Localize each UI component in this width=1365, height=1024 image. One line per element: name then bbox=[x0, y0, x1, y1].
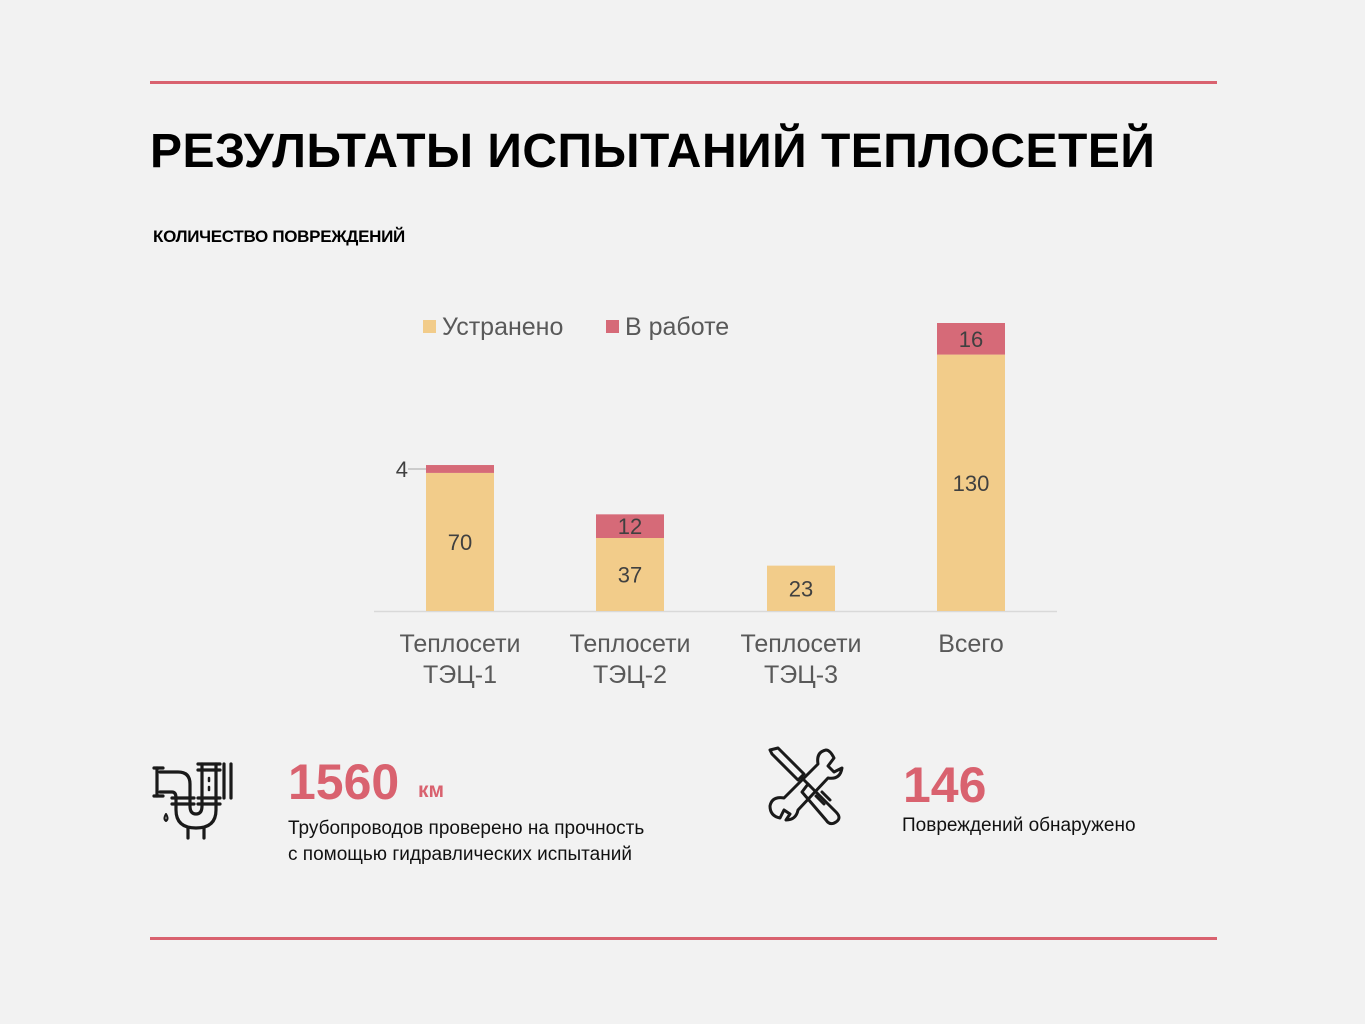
bar-segment bbox=[937, 354, 1005, 611]
page-title: РЕЗУЛЬТАТЫ ИСПЫТАНИЙ ТЕПЛОСЕТЕЙ bbox=[150, 125, 1156, 178]
data-label: 16 bbox=[959, 327, 983, 352]
stat-description-line: с помощью гидравлических испытаний bbox=[288, 844, 632, 865]
bar-segment bbox=[596, 538, 664, 611]
bar-segment bbox=[596, 514, 664, 539]
category-label: Всего bbox=[938, 630, 1004, 658]
top-divider bbox=[150, 81, 1217, 84]
category-label: ТЭЦ-1 bbox=[423, 661, 497, 689]
bar-segment bbox=[767, 565, 835, 611]
stat-value: 1560 bbox=[288, 754, 400, 810]
legend-swatch bbox=[423, 320, 436, 333]
stat-description-line: Трубопроводов проверено на прочность bbox=[288, 818, 645, 839]
damage-chart: 70 4 Теплосети ТЭЦ-1 37 12 Теплосети ТЭЦ-2 23 Теп… bbox=[374, 313, 1057, 689]
legend-label: Устранено bbox=[442, 313, 563, 341]
bar-segment bbox=[426, 472, 494, 611]
stat-description: Повреждений обнаружено bbox=[902, 813, 1136, 839]
bar-segment bbox=[426, 465, 494, 473]
category-label: Теплосети bbox=[740, 630, 861, 658]
category-label: ТЭЦ-3 bbox=[764, 661, 838, 689]
data-label: 12 bbox=[618, 514, 642, 539]
data-label: 4 bbox=[396, 457, 408, 482]
pipe-icon bbox=[152, 762, 233, 840]
data-label: 37 bbox=[618, 563, 642, 588]
legend-swatch bbox=[606, 320, 619, 333]
stat-description-line: Повреждений обнаружено bbox=[902, 815, 1136, 836]
category-label: Теплосети bbox=[399, 630, 520, 658]
chart-subtitle: КОЛИЧЕСТВО ПОВРЕЖДЕНИЙ bbox=[153, 227, 405, 246]
data-label: 130 bbox=[953, 471, 990, 496]
bottom-divider bbox=[150, 937, 1217, 940]
category-label: ТЭЦ-2 bbox=[593, 661, 667, 689]
bar-segment bbox=[937, 323, 1005, 355]
category-label: Теплосети bbox=[569, 630, 690, 658]
stat-description: Трубопроводов проверено на прочность с п… bbox=[288, 816, 644, 868]
data-label: 70 bbox=[448, 530, 472, 555]
tools-icon bbox=[768, 746, 844, 826]
stat-unit: км bbox=[418, 779, 445, 802]
data-label: 23 bbox=[789, 576, 813, 601]
legend-label: В работе bbox=[625, 313, 729, 341]
stat-value: 146 bbox=[903, 757, 987, 813]
